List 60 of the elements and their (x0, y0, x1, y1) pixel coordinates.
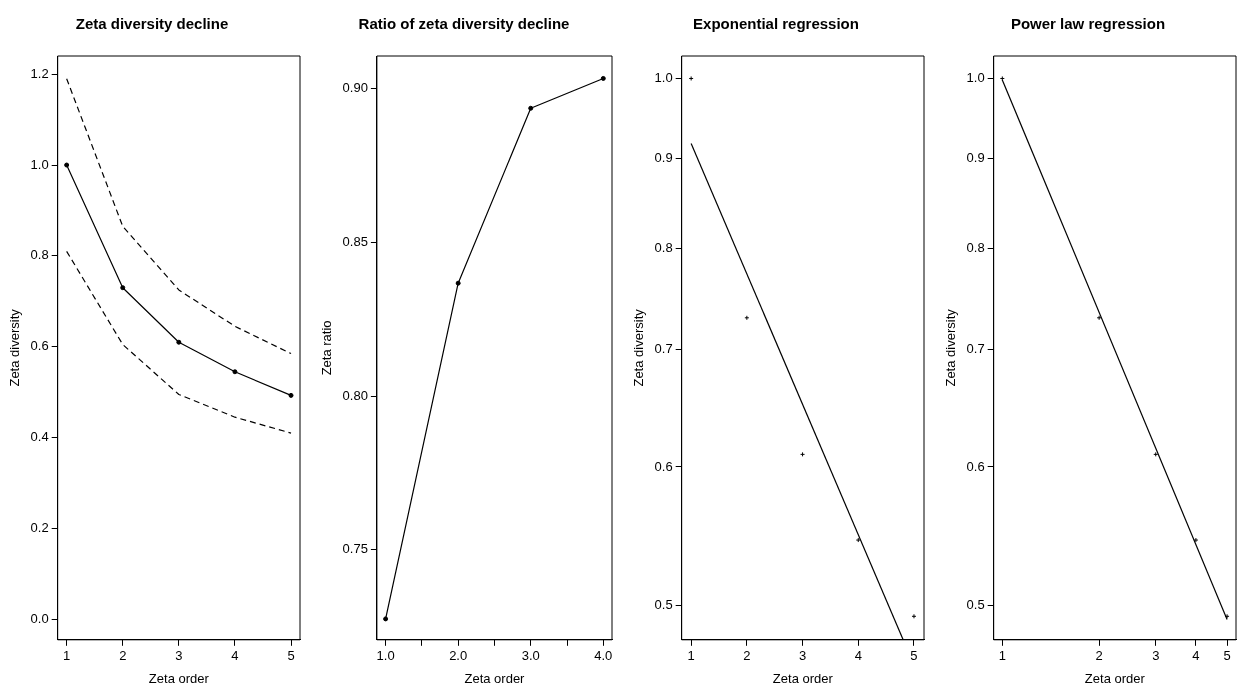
x-axis-title: Zeta order (1084, 670, 1146, 686)
x-tick-label: 3 (1152, 648, 1160, 664)
y-tick-label: 1.0 (654, 70, 673, 86)
y-axis-title: Zeta ratio (319, 320, 335, 376)
chart-title: Zeta diversity decline (75, 15, 229, 33)
y-tick-label: 0.6 (30, 338, 49, 354)
y-tick-label: 0.6 (654, 458, 673, 474)
y-tick-label: 0.90 (342, 80, 368, 96)
x-tick-label: 4 (1192, 648, 1200, 664)
x-tick-label: 2 (1095, 648, 1103, 664)
y-tick-label: 0.4 (30, 429, 49, 445)
x-tick-label: 4.0 (594, 648, 613, 664)
y-tick-label: 0.6 (966, 458, 985, 474)
x-tick-label: 2.0 (449, 648, 468, 664)
y-tick-label: 0.8 (966, 239, 985, 255)
x-tick-label: 2 (743, 648, 751, 664)
x-tick-label: 1 (998, 648, 1006, 664)
x-tick-label: 4 (231, 648, 239, 664)
y-tick-label: 0.7 (654, 341, 673, 357)
x-tick-label: 3 (175, 648, 183, 664)
x-axis-title: Zeta order (464, 670, 526, 686)
y-axis-title: Zeta diversity (943, 308, 959, 387)
y-tick-label: 0.85 (342, 233, 368, 249)
x-axis-title: Zeta order (772, 670, 834, 686)
y-tick-label: 0.0 (30, 610, 49, 626)
chart-title: Power law regression (1010, 15, 1166, 33)
x-tick-label: 2 (119, 648, 127, 664)
x-tick-label: 3.0 (521, 648, 540, 664)
y-tick-label: 0.5 (654, 597, 673, 613)
x-tick-label: 5 (1223, 648, 1231, 664)
y-tick-label: 0.8 (654, 239, 673, 255)
y-tick-label: 0.9 (654, 150, 673, 166)
y-tick-label: 0.2 (30, 520, 49, 536)
y-tick-label: 0.75 (342, 541, 368, 557)
x-tick-label: 4 (854, 648, 862, 664)
y-tick-label: 0.7 (966, 341, 985, 357)
line-series (66, 78, 292, 355)
point (744, 315, 750, 321)
y-tick-label: 0.80 (342, 387, 368, 403)
y-tick-label: 1.0 (966, 70, 985, 86)
y-axis-title: Zeta diversity (631, 308, 647, 387)
y-tick-label: 0.8 (30, 247, 49, 263)
y-axis-title: Zeta diversity (7, 308, 23, 387)
x-tick-label: 1.0 (376, 648, 395, 664)
x-tick-label: 5 (910, 648, 918, 664)
x-tick-label: 1 (63, 648, 71, 664)
chart-title: Exponential regression (693, 15, 859, 33)
x-tick-label: 1 (687, 648, 695, 664)
line-series (66, 250, 292, 434)
point (855, 537, 861, 543)
y-tick-label: 1.2 (30, 65, 49, 81)
point (688, 75, 694, 81)
chart-title: Ratio of zeta diversity decline (358, 15, 570, 33)
y-tick-label: 0.9 (966, 150, 985, 166)
x-tick-label: 5 (287, 648, 295, 664)
y-tick-label: 0.5 (966, 597, 985, 613)
point (911, 613, 917, 619)
x-tick-label: 3 (798, 648, 807, 664)
y-tick-label: 1.0 (30, 156, 49, 172)
x-axis-title: Zeta order (148, 670, 210, 686)
